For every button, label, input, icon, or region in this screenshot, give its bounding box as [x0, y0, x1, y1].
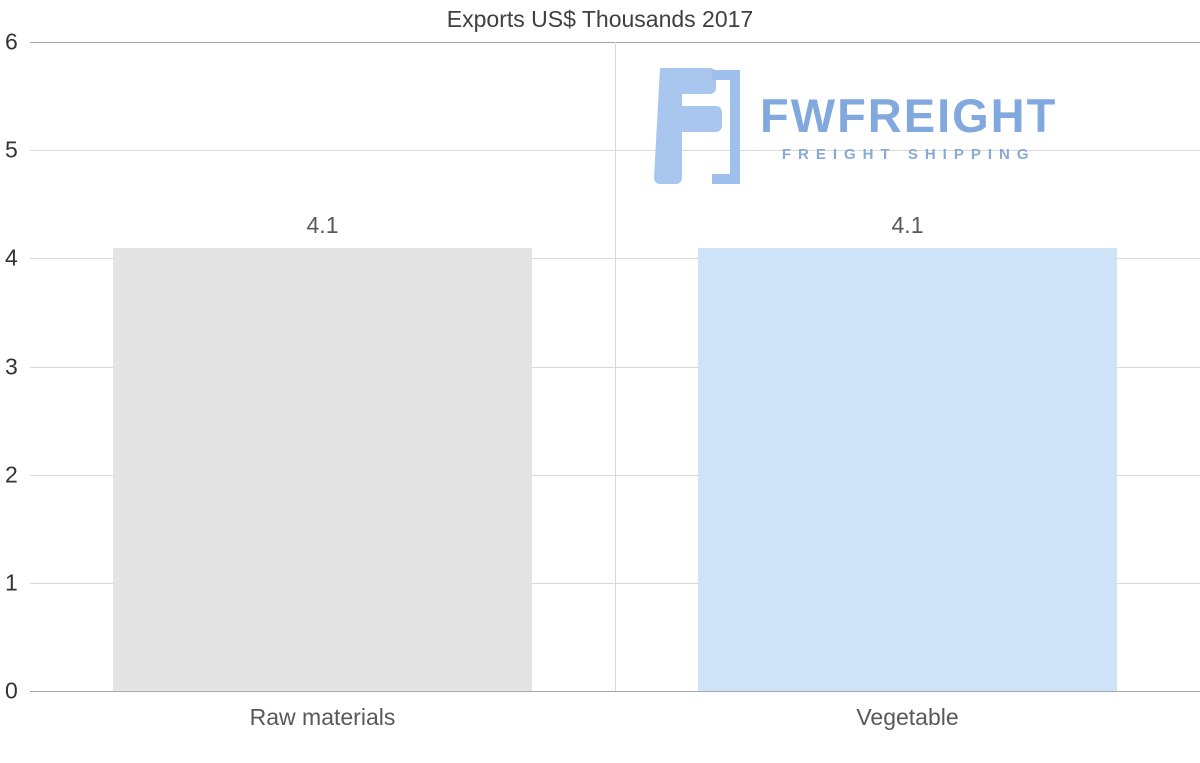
bar-value-label: 4.1 [306, 211, 339, 238]
y-tick-label: 0 [5, 677, 18, 704]
gridline [30, 691, 1200, 692]
watermark-tagline: FREIGHT SHIPPING [781, 146, 1036, 164]
y-tick-label: 6 [5, 28, 18, 55]
y-tick-label: 3 [5, 353, 18, 379]
x-axis-label: Raw materials [249, 704, 396, 730]
chart-title: Exports US$ Thousands 2017 [446, 6, 754, 32]
y-tick-label: 4 [5, 244, 18, 271]
bar-value-label: 4.1 [891, 211, 924, 238]
vertical-gridline [615, 42, 616, 691]
fwfreight-logo-icon [648, 66, 744, 188]
y-tick-label: 5 [5, 136, 18, 163]
bar-raw-materials [113, 247, 532, 691]
x-axis-label: Vegetable [856, 704, 959, 730]
y-tick-label: 1 [5, 569, 18, 596]
watermark: FWFREIGHT FREIGHT SHIPPING [648, 66, 1057, 188]
plot-area: 4.1 4.1 [30, 42, 1200, 692]
watermark-brand: FWFREIGHT [760, 88, 1058, 142]
watermark-text: FWFREIGHT FREIGHT SHIPPING [760, 88, 1058, 164]
y-tick-label: 2 [5, 461, 18, 488]
bar-vegetable [698, 247, 1117, 691]
